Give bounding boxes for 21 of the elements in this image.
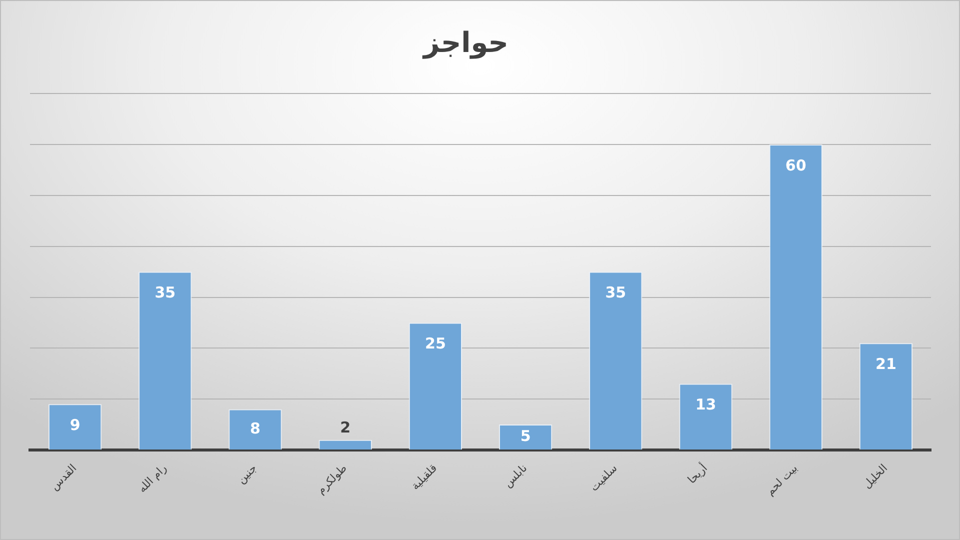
x-tick-label: جنين xyxy=(234,462,260,486)
data-label: 2 xyxy=(340,418,351,437)
x-tick-label: القدس xyxy=(48,462,80,493)
data-label: 5 xyxy=(520,427,531,446)
data-label: 8 xyxy=(250,420,260,438)
data-label: 21 xyxy=(876,354,896,373)
x-tick-label: قلقيلية xyxy=(408,462,440,492)
x-tick-label: طولكرم xyxy=(314,461,350,497)
x-tick-label: أريحا xyxy=(684,460,710,486)
x-tick-label: سلفيت xyxy=(588,462,620,494)
data-label: 35 xyxy=(605,284,626,302)
data-label: 35 xyxy=(154,284,176,302)
data-label: 13 xyxy=(695,396,716,414)
data-label: 60 xyxy=(785,156,806,174)
x-tick-label: رام الله xyxy=(136,462,170,496)
data-label: 25 xyxy=(425,334,446,353)
x-tick-label: الخليل xyxy=(860,462,890,492)
chart-title: حواجز xyxy=(422,26,508,60)
x-tick-label: نابلس xyxy=(501,462,530,490)
x-tick-label: بيت لحم xyxy=(764,462,800,498)
data-label: 9 xyxy=(70,416,80,434)
